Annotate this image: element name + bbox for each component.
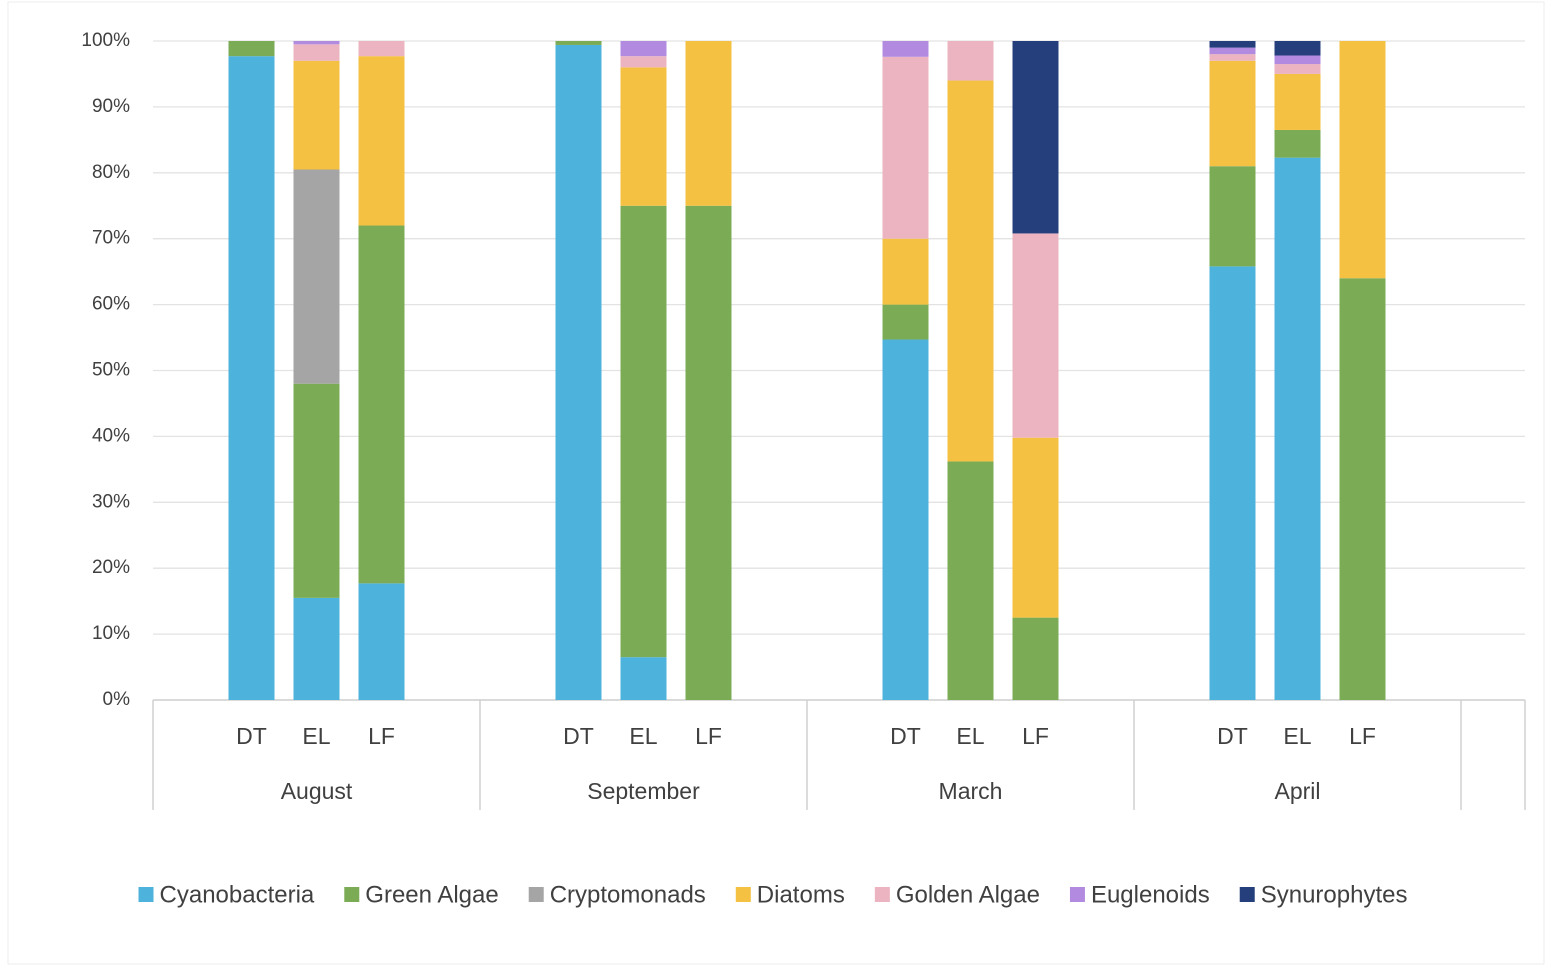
y-tick-label: 20% — [92, 557, 130, 578]
bar-segment — [555, 44, 602, 701]
legend-label: Cyanobacteria — [160, 881, 315, 908]
legend-label: Golden Algae — [896, 881, 1040, 908]
bar-segment — [1209, 60, 1256, 167]
y-tick-label: 40% — [92, 425, 130, 446]
bar-segment — [882, 238, 929, 305]
bar-segment — [882, 339, 929, 700]
legend-label: Cryptomonads — [550, 881, 706, 908]
bar-segment — [1274, 64, 1321, 74]
y-tick-label: 90% — [92, 96, 130, 117]
legend-swatch — [1069, 887, 1085, 902]
bar-segment — [1274, 157, 1321, 700]
legend-swatch — [344, 887, 360, 902]
legend-label: Synurophytes — [1261, 881, 1408, 908]
x-tick-label: DT — [1217, 723, 1248, 749]
y-tick-label: 10% — [92, 623, 130, 644]
legend-label: Diatoms — [757, 881, 845, 908]
bar-segment — [293, 60, 340, 170]
x-tick-label: DT — [563, 723, 594, 749]
bar-segment — [620, 657, 667, 700]
bar-segment — [1339, 278, 1386, 700]
x-tick-label: LF — [695, 723, 722, 749]
legend-swatch — [1239, 887, 1255, 902]
legend-swatch — [528, 887, 544, 902]
x-tick-label: EL — [629, 723, 657, 749]
y-tick-label: 70% — [92, 228, 130, 249]
bar-segment — [1274, 55, 1321, 65]
legend-label: Euglenoids — [1091, 881, 1210, 908]
bar-segment — [1012, 41, 1059, 234]
bar-segment — [685, 205, 732, 700]
bar-segment — [620, 67, 667, 206]
x-tick-label: LF — [368, 723, 395, 749]
bar-segment — [1012, 437, 1059, 618]
bar-segment — [358, 225, 405, 584]
bar-segment — [358, 56, 405, 226]
bar-segment — [947, 461, 994, 700]
bar-segment — [228, 56, 275, 701]
x-tick-label: DT — [890, 723, 921, 749]
bar-segment — [1209, 166, 1256, 267]
y-tick-label: 60% — [92, 294, 130, 315]
bar-segment — [1274, 41, 1321, 56]
y-tick-label: 30% — [92, 491, 130, 512]
x-tick-label: LF — [1349, 723, 1376, 749]
legend-label: Green Algae — [365, 881, 498, 908]
group-label: April — [1274, 778, 1320, 804]
bar-segment — [882, 56, 929, 239]
bar-segment — [620, 41, 667, 57]
y-tick-label: 50% — [92, 360, 130, 381]
bar-segment — [293, 44, 340, 61]
bar-segment — [228, 41, 275, 57]
bar-segment — [882, 41, 929, 57]
x-tick-label: EL — [302, 723, 330, 749]
y-tick-label: 100% — [81, 30, 130, 51]
y-tick-label: 0% — [103, 689, 131, 710]
x-tick-label: EL — [956, 723, 984, 749]
bar-segment — [1339, 41, 1386, 279]
bar-segment — [293, 169, 340, 384]
y-tick-label: 80% — [92, 162, 130, 183]
legend-swatch — [874, 887, 890, 902]
bar-segment — [358, 583, 405, 700]
legend-swatch — [138, 887, 154, 902]
x-tick-label: EL — [1283, 723, 1311, 749]
bar-segment — [620, 205, 667, 658]
bar-segment — [1012, 617, 1059, 700]
group-label: September — [587, 778, 700, 804]
bar-segment — [1209, 47, 1256, 55]
group-label: March — [939, 778, 1003, 804]
bar-segment — [358, 41, 405, 57]
group-label: August — [281, 778, 353, 804]
bar-segment — [947, 80, 994, 462]
bar-segment — [1012, 233, 1059, 438]
bar-segment — [1274, 129, 1321, 158]
legend-swatch — [735, 887, 751, 902]
bar-segment — [1209, 54, 1256, 61]
bar-segment — [555, 41, 602, 45]
bar-segment — [882, 304, 929, 340]
bar-segment — [293, 41, 340, 45]
bar-segment — [947, 41, 994, 81]
x-tick-label: LF — [1022, 723, 1049, 749]
bar-segment — [1209, 41, 1256, 48]
bar-segment — [620, 56, 667, 68]
bar-segment — [1209, 266, 1256, 700]
bar-segment — [293, 383, 340, 598]
bar-segment — [1274, 73, 1321, 130]
x-tick-label: DT — [236, 723, 267, 749]
bar-segment — [685, 41, 732, 206]
bar-segment — [293, 597, 340, 700]
